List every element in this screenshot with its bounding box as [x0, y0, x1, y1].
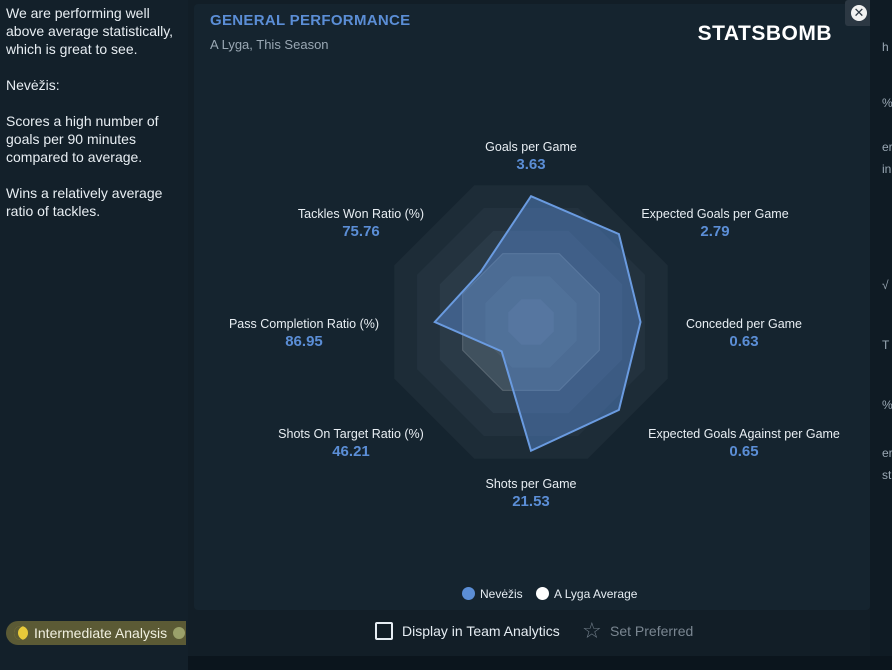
chart-legend: Nevėžis A Lyga Average [462, 587, 647, 601]
set-preferred-button[interactable]: Set Preferred [610, 623, 694, 639]
card-subtitle: A Lyga, This Season [210, 37, 329, 52]
legend-item-average: A Lyga Average [536, 587, 637, 601]
close-button[interactable]: ✕ [845, 0, 873, 26]
axis-label: Shots On Target Ratio (%) [278, 427, 424, 441]
team-polygon [433, 194, 642, 453]
analysis-level-icon [14, 626, 28, 640]
performance-card: GENERAL PERFORMANCE A Lyga, This Season … [194, 4, 870, 610]
axis-label: Pass Completion Ratio (%) [229, 317, 379, 331]
axis-label: Conceded per Game [686, 317, 802, 331]
axis-value: 3.63 [516, 156, 545, 173]
background-text: in [882, 162, 892, 176]
axis-value: 0.63 [729, 333, 758, 350]
left-panel: We are performing well above average sta… [0, 0, 188, 670]
axis-value: 0.65 [729, 443, 758, 460]
close-icon: ✕ [851, 5, 867, 21]
background-text: % [882, 398, 892, 412]
axis-value: 75.76 [342, 223, 380, 240]
axis-label: Expected Goals Against per Game [648, 427, 840, 441]
legend-team-label: Nevėžis [480, 587, 523, 601]
background-text: er [882, 446, 892, 460]
background-panel-edge: h % er in √ T % er st [870, 0, 892, 670]
background-text: % [882, 96, 892, 110]
average-dot-icon [536, 587, 550, 600]
background-text: h [882, 40, 889, 54]
axis-label: Expected Goals per Game [641, 207, 788, 221]
background-text: T [882, 338, 890, 352]
axis-value: 21.53 [512, 493, 550, 510]
axis-value: 2.79 [700, 223, 729, 240]
axis-label: Shots per Game [485, 477, 576, 491]
analysis-paragraph: Scores a high number of goals per 90 min… [6, 113, 159, 165]
analysis-paragraph: Nevėžis: [6, 77, 60, 93]
background-text: er [882, 140, 892, 154]
statsbomb-logo: STATSBOMB [697, 22, 832, 45]
analysis-paragraph: Wins a relatively average ratio of tackl… [6, 185, 163, 219]
analysis-level-label: Intermediate Analysis [34, 625, 168, 641]
team-dot-icon [462, 587, 475, 600]
legend-average-label: A Lyga Average [554, 587, 638, 601]
axis-value: 86.95 [285, 333, 323, 350]
display-in-team-analytics-label[interactable]: Display in Team Analytics [402, 623, 560, 639]
background-text: st [882, 468, 892, 482]
radar-ring [508, 299, 554, 345]
analysis-paragraph: We are performing well above average sta… [6, 5, 174, 57]
intermediate-analysis-button[interactable]: Intermediate Analysis [6, 621, 186, 645]
background-text: √ [882, 278, 889, 292]
bottom-bar [188, 656, 892, 670]
axis-label: Tackles Won Ratio (%) [298, 207, 424, 221]
display-in-team-analytics-checkbox[interactable] [375, 622, 393, 640]
info-icon[interactable] [173, 627, 186, 639]
star-icon[interactable]: ☆ [582, 618, 602, 643]
radar-chart: Goals per Game 3.63 Expected Goals per Gam… [229, 140, 840, 510]
average-polygon [462, 253, 600, 391]
card-footer: Display in Team Analytics ☆ Set Preferre… [188, 612, 870, 656]
axis-label: Goals per Game [485, 140, 577, 154]
legend-item-team: Nevėžis [462, 587, 523, 601]
axis-value: 46.21 [332, 443, 370, 460]
analysis-text: We are performing well above average sta… [6, 4, 184, 238]
card-title: GENERAL PERFORMANCE [210, 12, 411, 29]
